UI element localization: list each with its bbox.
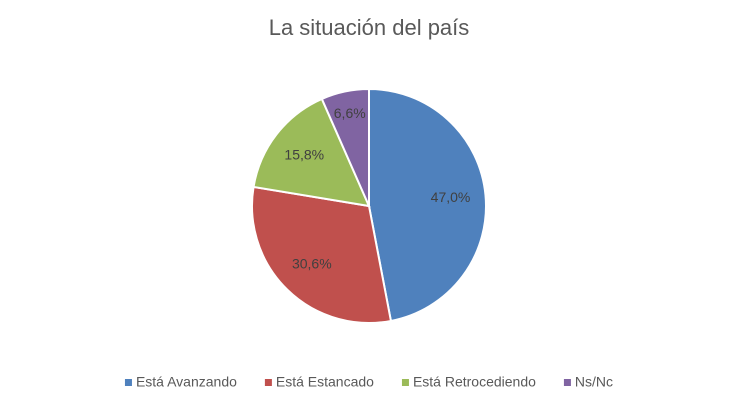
pie-slice [368,87,487,323]
legend-marker [264,379,272,386]
legend-label: Está Retrocediendo [413,374,536,390]
pie-slice [320,87,370,207]
pie-slice [251,185,393,324]
data-label: 30,6% [292,255,332,271]
legend-marker [563,379,571,386]
chart-title: La situación del país [269,15,470,40]
legend-label: Está Estancado [276,374,374,390]
data-label: 15,8% [284,147,324,163]
legend-marker [124,379,132,386]
data-label: 6,6% [334,105,366,121]
legend-label: Ns/Nc [575,374,613,390]
legend-label: Está Avanzando [136,374,237,390]
data-label: 47,0% [431,189,471,205]
legend-marker [401,379,409,386]
pie-slice [252,97,371,208]
